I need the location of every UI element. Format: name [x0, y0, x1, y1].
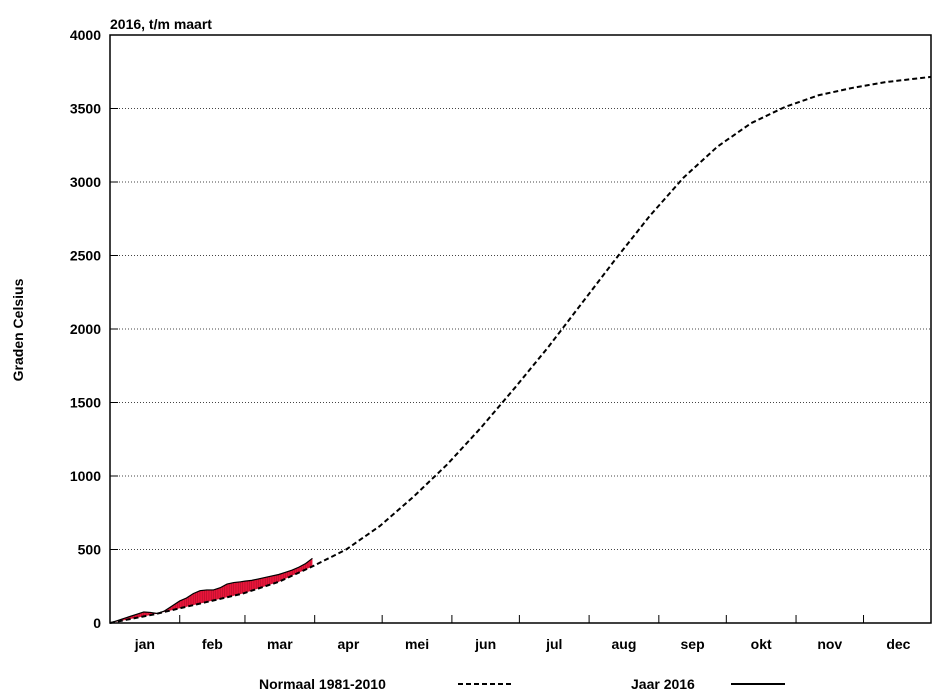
x-tick-label: mei [405, 636, 429, 652]
legend-label-current: Jaar 2016 [631, 676, 695, 690]
y-tick-label: 1000 [70, 468, 101, 484]
y-tick-label: 0 [93, 615, 101, 631]
y-tick-label: 2500 [70, 248, 101, 264]
x-tick-label: feb [202, 636, 223, 652]
chart-title: 2016, t/m maart [110, 16, 212, 32]
x-tick-label: apr [338, 636, 360, 652]
x-tick-label: jul [545, 636, 562, 652]
x-tick-label: okt [751, 636, 772, 652]
series-line-normal [109, 75, 932, 624]
legend: Normaal 1981-2010 Jaar 2016 [259, 676, 785, 692]
x-tick-label: aug [612, 636, 637, 652]
x-tick-label: dec [886, 636, 910, 652]
x-tick-label: mar [267, 636, 293, 652]
x-tick-label: nov [817, 636, 842, 652]
y-axis-title: Graden Celsius [10, 278, 26, 381]
grid-lines [110, 108, 931, 550]
x-tick-label: jun [474, 636, 496, 652]
series-line-current [109, 557, 313, 624]
x-tick-label: sep [681, 636, 705, 652]
y-tick-label: 500 [78, 542, 102, 558]
y-axis-ticks: 0 500 1000 1500 2000 2500 3000 3500 4000 [70, 27, 118, 631]
y-tick-label: 3500 [70, 101, 101, 117]
y-tick-label: 3000 [70, 174, 101, 190]
series-lines [109, 75, 932, 624]
x-tick-label: jan [134, 636, 155, 652]
y-tick-label: 1500 [70, 395, 101, 411]
legend-label-normal: Normaal 1981-2010 [259, 676, 386, 690]
y-tick-label: 2000 [70, 321, 101, 337]
y-tick-label: 4000 [70, 27, 101, 43]
x-axis-ticks: jan feb mar apr mei jun jul aug sep okt nov dec [134, 615, 911, 652]
